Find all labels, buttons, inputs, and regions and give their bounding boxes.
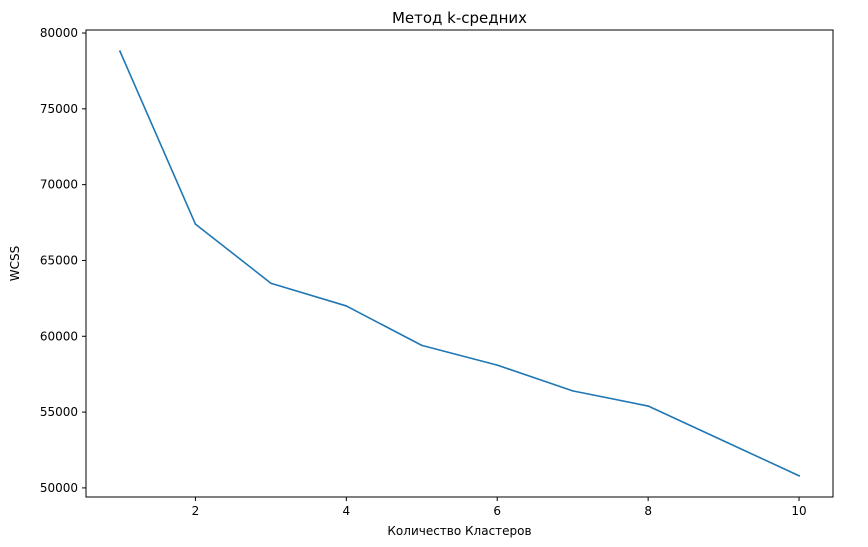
data-point [345,305,348,307]
y-tick-label: 75000 [40,102,78,116]
y-axis-label: WCSS [8,246,22,281]
data-point [722,440,725,442]
plot-area: 2 4 6 8 10 50000 55000 60000 65000 70000 75000 800… [40,26,834,518]
chart-title: Метод k-средних [392,9,527,27]
axes-background [86,30,833,497]
x-axis-ticks: 2 4 6 8 10 [192,497,807,518]
y-axis-ticks: 50000 55000 60000 65000 70000 75000 80000 [40,26,86,495]
y-tick-label: 70000 [40,178,78,192]
series-layer [118,50,801,477]
x-tick-label: 8 [644,504,652,518]
data-point [647,405,649,407]
data-point [194,223,197,225]
data-point [270,282,272,285]
x-tick-label: 2 [192,504,200,518]
x-tick-label: 10 [791,504,806,518]
data-point [496,364,499,366]
y-tick-label: 65000 [40,253,78,267]
series-line-0 [118,50,801,477]
data-point [798,474,800,477]
data-point [119,50,121,53]
y-tick-label: 80000 [40,26,78,40]
data-point [571,390,574,392]
y-tick-label: 50000 [40,481,78,495]
y-tick-label: 60000 [40,329,78,343]
x-axis-label: Количество Кластеров [387,524,531,538]
x-tick-label: 4 [342,504,350,518]
data-point [420,344,423,347]
x-tick-label: 6 [493,504,501,518]
y-tick-label: 55000 [40,405,78,419]
axes-frame [85,29,834,498]
